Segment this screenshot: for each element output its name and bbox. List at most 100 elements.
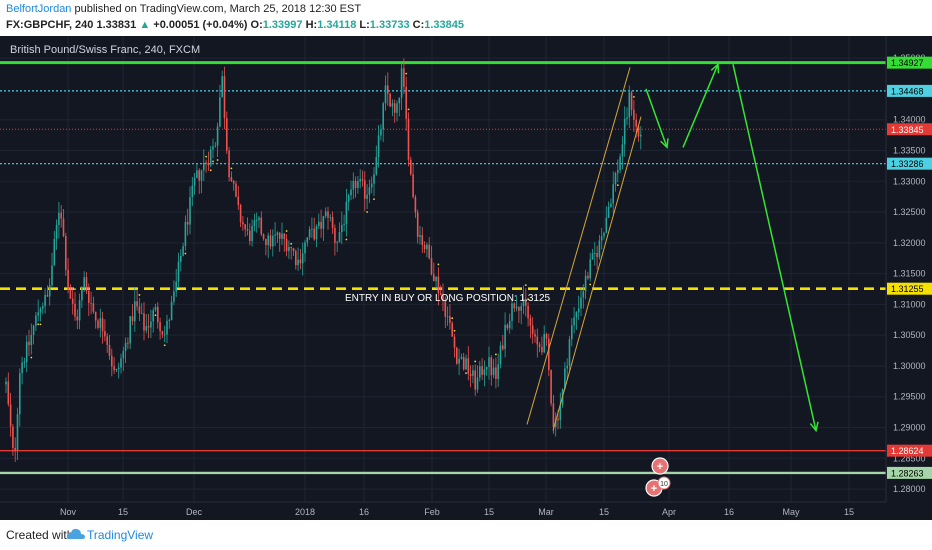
candle-body: [140, 313, 143, 315]
signal-dot: [495, 353, 497, 356]
time-tick-label: 15: [118, 507, 128, 517]
signal-dot: [474, 360, 477, 363]
signal-dot: [527, 298, 529, 301]
candle-body: [30, 334, 33, 346]
candle-body: [219, 97, 221, 127]
signal-dot: [205, 155, 208, 158]
candle-body: [285, 239, 288, 252]
candle-body: [543, 333, 545, 353]
candle-body: [74, 303, 76, 317]
candle-body: [308, 229, 311, 238]
candle-body: [605, 217, 608, 233]
candle-body: [21, 362, 23, 374]
candle-body: [251, 225, 253, 242]
candle-body: [428, 244, 430, 259]
price-tick-label: 1.34000: [893, 115, 926, 125]
candle-body: [299, 259, 302, 264]
candle-body: [62, 218, 65, 237]
price-tick-label: 1.29000: [893, 423, 926, 433]
tradingview-link[interactable]: TradingView: [87, 528, 154, 542]
candle-body: [384, 85, 387, 104]
price-tick-label: 1.32000: [893, 238, 926, 248]
candle-body: [375, 157, 378, 175]
candle-body: [108, 344, 111, 356]
event-badges[interactable]: + + 10: [645, 457, 671, 497]
candle-body: [51, 265, 53, 286]
time-axis[interactable]: [0, 502, 932, 520]
price-tick-label: 1.28000: [893, 484, 926, 494]
candle-body: [101, 318, 104, 332]
level-price-text: 1.28624: [891, 446, 924, 456]
price-axis[interactable]: [886, 36, 932, 502]
candle-body: [37, 312, 39, 316]
candle-body: [439, 293, 442, 295]
candle-body: [69, 289, 72, 299]
candle-body: [163, 334, 166, 336]
candle-body: [621, 144, 624, 157]
candle-body: [182, 246, 184, 256]
candle-body: [104, 331, 106, 337]
signal-dot: [589, 283, 592, 286]
candle-body: [175, 281, 177, 292]
candle-body: [426, 244, 428, 250]
candle-body: [598, 240, 601, 258]
candle-body: [253, 220, 256, 226]
price-chart[interactable]: 1.350001.340001.335001.330001.325001.320…: [0, 36, 932, 520]
signal-dot: [184, 252, 187, 255]
signal-dot: [209, 169, 212, 172]
candle-body: [239, 205, 242, 223]
candle-body: [623, 119, 626, 145]
candle-body: [398, 97, 401, 104]
candle-body: [405, 86, 407, 119]
price-tick-label: 1.30000: [893, 361, 926, 371]
candle-body: [168, 319, 171, 321]
candle-body: [297, 259, 299, 266]
candle-body: [331, 217, 334, 228]
candle-body: [338, 232, 341, 243]
candle-body: [414, 196, 417, 213]
candle-body: [377, 135, 380, 158]
candle-body: [295, 251, 297, 266]
candle-body: [373, 174, 375, 184]
level-price-tag: [887, 282, 932, 295]
symbol-label: FX:GBPCHF, 240: [6, 19, 94, 31]
high-value: 1.34118: [317, 19, 357, 31]
candle-body: [131, 316, 134, 322]
channel-lower-line: [552, 116, 642, 431]
candle-body: [435, 276, 437, 282]
time-tick-label: 16: [359, 507, 369, 517]
symbol-line: FX:GBPCHF, 240 1.33831 ▲ +0.00051 (+0.04…: [6, 19, 464, 31]
candle-body: [198, 170, 200, 181]
candle-body: [575, 312, 578, 318]
candle-body: [283, 233, 286, 240]
candle-body: [633, 109, 635, 120]
candle-body: [387, 85, 389, 94]
level-price-tags: 1.34927 1.34468 1.33845 1.33286 1.31255 1.286…: [887, 56, 932, 479]
chart-title: British Pound/Swiss Franc, 240, FXCM: [10, 44, 200, 56]
created-with-text: Created with: [6, 528, 74, 542]
price-tick-label: 1.30500: [893, 330, 926, 340]
candle-body: [67, 269, 69, 290]
candle-body: [237, 196, 240, 206]
candle-body: [612, 184, 614, 204]
candle-body: [534, 334, 536, 337]
candle-body: [46, 294, 49, 297]
candle-body: [127, 342, 129, 344]
horizontal-levels: [0, 61, 886, 475]
candle-body: [143, 313, 145, 331]
candle-body: [474, 370, 476, 390]
candle-body: [626, 117, 628, 120]
time-tick-label: 15: [844, 507, 854, 517]
event-plus-icon[interactable]: [651, 457, 669, 475]
candle-body: [423, 244, 426, 250]
candle-body: [637, 126, 640, 137]
candle-body: [242, 222, 244, 225]
candle-body: [152, 310, 154, 322]
candle-body: [117, 367, 120, 369]
signal-dot: [230, 167, 233, 170]
time-tick-label: Dec: [186, 507, 203, 517]
chart-area[interactable]: 1.350001.340001.335001.330001.325001.320…: [0, 36, 932, 520]
event-count-badge[interactable]: [657, 476, 671, 490]
author-link[interactable]: BelfortJordan: [6, 3, 72, 15]
candle-body: [522, 298, 525, 307]
